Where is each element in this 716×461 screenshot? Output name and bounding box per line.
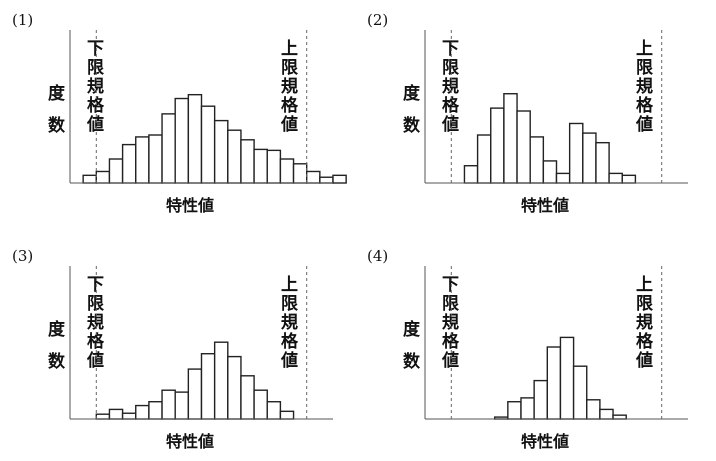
x-axis-label: 特性値: [166, 432, 215, 451]
panel-label: (1): [12, 11, 34, 29]
upper-limit-label: 上限規格値: [636, 40, 653, 135]
histogram-bar: [266, 401, 282, 420]
histogram-bar: [253, 389, 268, 420]
histogram-bar: [227, 355, 242, 420]
panel-label: (2): [367, 11, 389, 29]
lower-limit-label: 下限規格値: [87, 276, 104, 371]
histogram-bar: [319, 176, 334, 184]
lower-limit-label-text: 下限規格値: [442, 39, 459, 135]
histogram-panel-2: (2) 度数 下限規格値 上限規格値 特性値: [355, 0, 705, 225]
histogram-bar: [121, 412, 137, 420]
histogram-bar: [463, 165, 479, 184]
lower-limit-label: 下限規格値: [87, 40, 104, 135]
histogram-bar: [533, 379, 548, 420]
histogram-bar: [332, 174, 347, 184]
upper-limit-label: 上限規格値: [636, 276, 653, 371]
histogram-bar: [200, 105, 216, 184]
histogram-bar: [95, 170, 111, 184]
histogram-chart: [424, 30, 688, 184]
y-axis-label-text: 度数: [48, 320, 65, 372]
histogram-bar: [599, 408, 614, 420]
y-axis-label-text: 度数: [403, 84, 420, 136]
histogram-panel-1: (1) 度数 下限規格値 上限規格値 特性値: [0, 0, 350, 225]
histogram-bar: [507, 401, 522, 420]
histogram-bar: [200, 353, 216, 420]
histogram-bar: [95, 413, 111, 420]
histogram-bar: [148, 134, 163, 184]
histogram-bar: [559, 336, 575, 420]
upper-limit-label-text: 上限規格値: [281, 39, 298, 135]
histogram-bar: [253, 148, 268, 184]
histogram-bar: [546, 346, 562, 420]
histogram-bar: [174, 97, 190, 184]
histogram-bar: [608, 172, 623, 184]
histogram-bar: [135, 136, 150, 184]
histogram-bar: [586, 399, 601, 420]
y-axis-label: 度数: [48, 78, 65, 142]
upper-limit-label-text: 上限規格値: [636, 275, 653, 371]
histogram-bar: [542, 160, 558, 184]
histogram-chart: [424, 266, 688, 420]
histogram-chart: [69, 266, 333, 420]
histogram-bar: [82, 174, 98, 184]
upper-limit-label: 上限規格値: [281, 40, 298, 135]
histogram-bar: [279, 410, 295, 420]
y-axis-label-text: 度数: [403, 320, 420, 372]
histogram-bar: [476, 134, 492, 184]
histogram-bar: [306, 170, 321, 184]
histogram-bar: [568, 122, 584, 184]
histogram-bar: [503, 93, 518, 184]
histogram-bar: [108, 158, 124, 184]
x-axis-label: 特性値: [521, 196, 570, 215]
y-axis-label: 度数: [403, 314, 420, 378]
histogram-chart: [69, 30, 347, 184]
histogram-bar: [213, 119, 229, 184]
histogram-bar: [572, 365, 588, 420]
lower-limit-label: 下限規格値: [442, 40, 459, 135]
histogram-bar: [187, 368, 203, 420]
histogram-bar: [529, 136, 545, 184]
histogram-panel-3: (3) 度数 下限規格値 上限規格値 特性値: [0, 236, 350, 461]
histogram-bar: [516, 110, 531, 184]
histogram-bar: [490, 107, 505, 184]
y-axis-label: 度数: [403, 78, 420, 142]
histogram-bar: [612, 414, 627, 420]
histogram-bar: [240, 375, 255, 420]
y-axis-label: 度数: [48, 314, 65, 378]
histogram-bar: [240, 139, 255, 184]
histogram-bar: [555, 172, 571, 184]
histogram-bar: [279, 158, 295, 184]
histogram-bar: [161, 113, 176, 184]
histogram-bar: [621, 174, 637, 184]
histogram-bar: [108, 408, 124, 420]
histogram-bar: [582, 132, 597, 184]
lower-limit-label-text: 下限規格値: [442, 275, 459, 371]
lower-limit-label: 下限規格値: [442, 276, 459, 371]
panel-label: (4): [367, 247, 389, 265]
lower-limit-label-text: 下限規格値: [87, 39, 104, 135]
histogram-bar: [595, 141, 610, 184]
x-axis-label: 特性値: [166, 196, 215, 215]
histogram-bar: [292, 163, 308, 184]
histogram-bar: [266, 149, 282, 184]
histogram-bar: [227, 129, 242, 184]
histogram-bar: [148, 401, 163, 420]
upper-limit-label-text: 上限規格値: [281, 275, 298, 371]
y-axis-label-text: 度数: [48, 84, 65, 136]
panel-label: (3): [12, 247, 34, 265]
histogram-bar: [161, 389, 176, 420]
x-axis-label: 特性値: [521, 432, 570, 451]
histogram-bar: [520, 397, 535, 420]
upper-limit-label: 上限規格値: [281, 276, 298, 371]
lower-limit-label-text: 下限規格値: [87, 275, 104, 371]
histogram-panel-4: (4) 度数 下限規格値 上限規格値 特性値: [355, 236, 705, 461]
histogram-bar: [187, 93, 203, 184]
histogram-bar: [174, 391, 190, 420]
histogram-bar: [213, 341, 229, 420]
histogram-bar: [135, 404, 150, 420]
histogram-bar: [121, 143, 137, 184]
upper-limit-label-text: 上限規格値: [636, 39, 653, 135]
